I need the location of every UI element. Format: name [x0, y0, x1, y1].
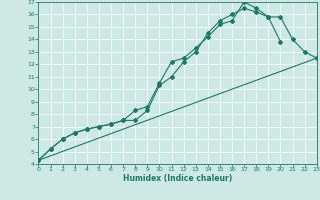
X-axis label: Humidex (Indice chaleur): Humidex (Indice chaleur)	[123, 174, 232, 183]
